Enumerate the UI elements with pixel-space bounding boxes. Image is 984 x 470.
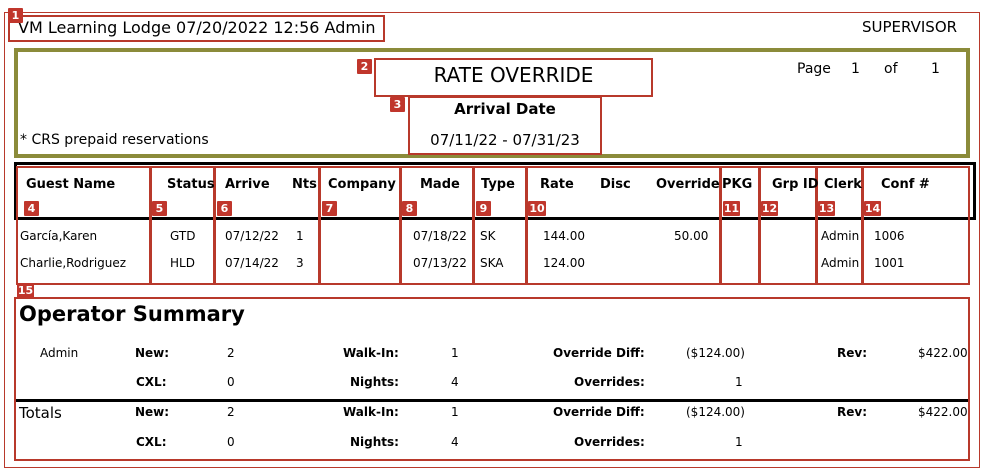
operator-rev-value: $422.00: [918, 346, 968, 360]
row1-status: GTD: [170, 229, 196, 243]
marker-11: 11: [723, 201, 740, 216]
marker-9: 9: [476, 201, 491, 216]
totals-cxl-label: CXL:: [136, 435, 167, 449]
totals-new-value: 2: [227, 405, 235, 419]
report-header-panel: [14, 48, 970, 158]
row1-conf: 1006: [874, 229, 905, 243]
row2-clerk: Admin: [821, 256, 860, 270]
operator-new-label: New:: [135, 346, 170, 360]
marker-7: 7: [322, 201, 337, 216]
operator-override-diff-label: Override Diff:: [553, 346, 645, 360]
row1-rate: 144.00: [543, 229, 585, 243]
col-box-conf: [862, 166, 970, 285]
totals-overrides-value: 1: [735, 435, 743, 449]
marker-14: 14: [864, 201, 881, 216]
row2-conf: 1001: [874, 256, 905, 270]
crs-note: * CRS prepaid reservations: [20, 132, 209, 148]
totals-cxl-value: 0: [227, 435, 235, 449]
totals-label: Totals: [19, 404, 62, 422]
totals-divider: [16, 399, 968, 402]
of-label: of: [884, 61, 898, 77]
row2-arrive: 07/14/22: [225, 256, 279, 270]
totals-nights-label: Nights:: [350, 435, 399, 449]
row2-type: SKA: [480, 256, 504, 270]
operator-overrides-label: Overrides:: [574, 375, 645, 389]
row1-arrive: 07/12/22: [225, 229, 279, 243]
arrival-date-label: Arrival Date: [454, 100, 556, 118]
report-name: RATE OVERRIDE: [433, 63, 594, 87]
header-company: Company: [328, 177, 396, 192]
operator-walkin-value: 1: [451, 346, 459, 360]
row2-nts: 3: [296, 256, 304, 270]
marker-2: 2: [357, 59, 372, 74]
marker-8: 8: [402, 201, 417, 216]
page-label: Page: [797, 61, 831, 77]
row1-guest: García,Karen: [20, 229, 98, 243]
header-guest-name: Guest Name: [26, 177, 116, 192]
operator-walkin-label: Walk-In:: [343, 346, 399, 360]
marker-5: 5: [152, 201, 167, 216]
arrival-date-box: [408, 96, 602, 155]
role-label: SUPERVISOR: [862, 18, 958, 36]
operator-rev-label: Rev:: [837, 346, 867, 360]
totals-override-diff-value: ($124.00): [686, 405, 745, 419]
row1-clerk: Admin: [821, 229, 860, 243]
header-rate: Rate: [540, 177, 574, 192]
page-total: 1: [931, 61, 940, 77]
header-nts: Nts: [292, 177, 317, 192]
marker-15: 15: [17, 283, 34, 298]
header-title-box: [8, 15, 385, 42]
report-frame: [4, 12, 980, 468]
marker-12: 12: [761, 201, 778, 216]
header-made: Made: [420, 177, 460, 192]
operator-overrides-value: 1: [735, 375, 743, 389]
page-number: 1: [851, 61, 860, 77]
operator-summary-title: Operator Summary: [19, 302, 245, 326]
operator-summary-box: [14, 297, 970, 461]
operator-nights-value: 4: [451, 375, 459, 389]
operator-cxl-value: 0: [227, 375, 235, 389]
totals-rev-label: Rev:: [837, 405, 867, 419]
row1-nts: 1: [296, 229, 304, 243]
totals-rev-value: $422.00: [918, 405, 968, 419]
arrival-date-range: 07/11/22 - 07/31/23: [430, 131, 580, 149]
header-pkg: PKG: [722, 177, 753, 192]
marker-10: 10: [528, 201, 546, 216]
header-status: Status: [167, 177, 215, 192]
row1-type: SK: [480, 229, 496, 243]
row2-rate: 124.00: [543, 256, 585, 270]
row2-made: 07/13/22: [413, 256, 467, 270]
marker-6: 6: [217, 201, 232, 216]
column-header-bar: [14, 162, 976, 220]
totals-walkin-value: 1: [451, 405, 459, 419]
row2-status: HLD: [170, 256, 195, 270]
header-arrive: Arrive: [225, 177, 270, 192]
marker-3: 3: [390, 97, 405, 112]
operator-new-value: 2: [227, 346, 235, 360]
operator-override-diff-value: ($124.00): [686, 346, 745, 360]
header-clerk: Clerk: [824, 177, 862, 192]
totals-nights-value: 4: [451, 435, 459, 449]
header-conf: Conf #: [881, 177, 930, 192]
header-grp-id: Grp ID: [772, 177, 819, 192]
totals-walkin-label: Walk-In:: [343, 405, 399, 419]
marker-13: 13: [818, 201, 835, 216]
totals-override-diff-label: Override Diff:: [553, 405, 645, 419]
header-disc: Disc: [600, 177, 631, 192]
row2-guest: Charlie,Rodriguez: [20, 256, 127, 270]
row1-made: 07/18/22: [413, 229, 467, 243]
header-override: Override: [656, 177, 720, 192]
marker-1: 1: [8, 8, 23, 23]
totals-overrides-label: Overrides:: [574, 435, 645, 449]
row1-override: 50.00: [674, 229, 709, 243]
operator-nights-label: Nights:: [350, 375, 399, 389]
operator-name: Admin: [40, 346, 79, 360]
header-type: Type: [481, 177, 515, 192]
totals-new-label: New:: [135, 405, 170, 419]
marker-4: 4: [24, 201, 39, 216]
operator-cxl-label: CXL:: [136, 375, 167, 389]
report-header-title: VM Learning Lodge 07/20/2022 12:56 Admin: [18, 18, 376, 37]
